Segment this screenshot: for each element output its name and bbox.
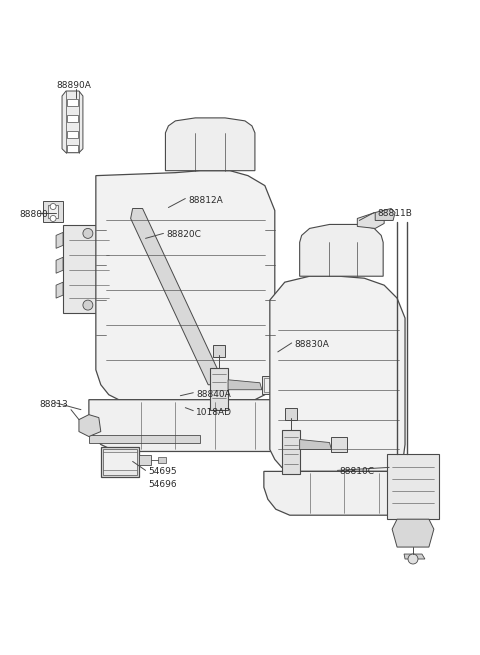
Bar (264, 378, 278, 392)
Bar (262, 376, 280, 394)
Bar (139, 455, 151, 466)
Polygon shape (375, 208, 395, 221)
Polygon shape (96, 171, 275, 400)
Polygon shape (56, 233, 63, 248)
Polygon shape (300, 225, 383, 276)
Polygon shape (56, 282, 63, 298)
Polygon shape (357, 212, 384, 229)
Bar (67, 115, 78, 122)
Bar (67, 145, 78, 152)
Circle shape (408, 554, 418, 564)
Text: 1018AD: 1018AD (196, 407, 232, 417)
Polygon shape (62, 91, 83, 153)
Text: 54695: 54695 (148, 468, 177, 476)
Polygon shape (270, 276, 405, 472)
Bar (67, 99, 78, 106)
Polygon shape (300, 440, 332, 449)
Text: 88890A: 88890A (56, 81, 91, 90)
Polygon shape (131, 208, 220, 384)
Polygon shape (166, 118, 255, 171)
Bar (48, 204, 58, 219)
Bar (332, 436, 348, 453)
Polygon shape (89, 434, 200, 443)
Text: 88810C: 88810C (339, 468, 374, 476)
Bar (210, 368, 228, 409)
Text: 88840A: 88840A (196, 390, 231, 399)
Bar (101, 447, 139, 477)
Circle shape (83, 300, 93, 310)
Polygon shape (79, 415, 101, 436)
Polygon shape (404, 554, 425, 559)
Text: 88813: 88813 (39, 400, 68, 409)
Text: 88812A: 88812A (188, 196, 223, 204)
Polygon shape (89, 400, 300, 451)
Bar (103, 453, 137, 470)
Text: 54696: 54696 (148, 480, 177, 489)
Bar (213, 345, 225, 357)
Circle shape (50, 204, 56, 210)
Bar (285, 407, 297, 420)
Polygon shape (131, 200, 158, 215)
Text: 88830A: 88830A (295, 340, 330, 349)
Circle shape (401, 522, 425, 546)
Polygon shape (228, 380, 262, 390)
Polygon shape (56, 257, 63, 273)
Bar (103, 449, 137, 476)
Polygon shape (392, 519, 434, 547)
Polygon shape (264, 472, 429, 515)
Circle shape (407, 528, 419, 540)
Bar (43, 200, 63, 223)
Bar (158, 457, 167, 464)
Text: 88811B: 88811B (377, 208, 412, 217)
Polygon shape (148, 196, 168, 208)
Bar (282, 430, 300, 474)
Circle shape (83, 229, 93, 238)
Text: 88820C: 88820C (167, 231, 201, 240)
Circle shape (50, 215, 56, 221)
Bar (387, 455, 439, 519)
Bar (63, 225, 115, 313)
Text: 88800: 88800 (19, 210, 48, 219)
Bar (67, 131, 78, 138)
